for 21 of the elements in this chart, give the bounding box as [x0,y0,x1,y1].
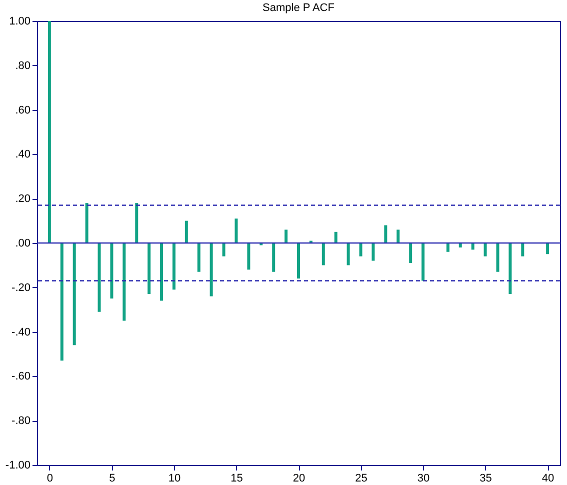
y-tick-label: -.40 [12,326,30,338]
y-tick-label: .00 [15,238,30,250]
x-tick-label: 10 [168,472,181,484]
y-tick-label: -.20 [12,282,30,294]
y-tick-label: 1.00 [9,16,30,28]
x-tick-label: 25 [355,472,368,484]
y-tick-label: -.80 [12,415,30,428]
x-tick-label: 0 [46,472,54,484]
y-tick-label: .20 [15,193,30,206]
y-tick-label: -.60 [12,370,30,383]
y-tick-label: .60 [15,104,30,116]
y-tick-label: -1.00 [5,460,30,472]
y-tick-label: .40 [15,148,30,161]
x-tick-label: 15 [230,472,243,484]
x-tick-label: 20 [292,472,306,484]
chart-title: Sample P ACF [262,2,335,14]
y-tick-label: .80 [15,60,30,72]
x-tick-label: 5 [109,472,116,484]
x-tick-label: 35 [480,472,492,484]
x-tick-label: 30 [417,472,430,484]
x-tick-label: 40 [542,472,554,484]
